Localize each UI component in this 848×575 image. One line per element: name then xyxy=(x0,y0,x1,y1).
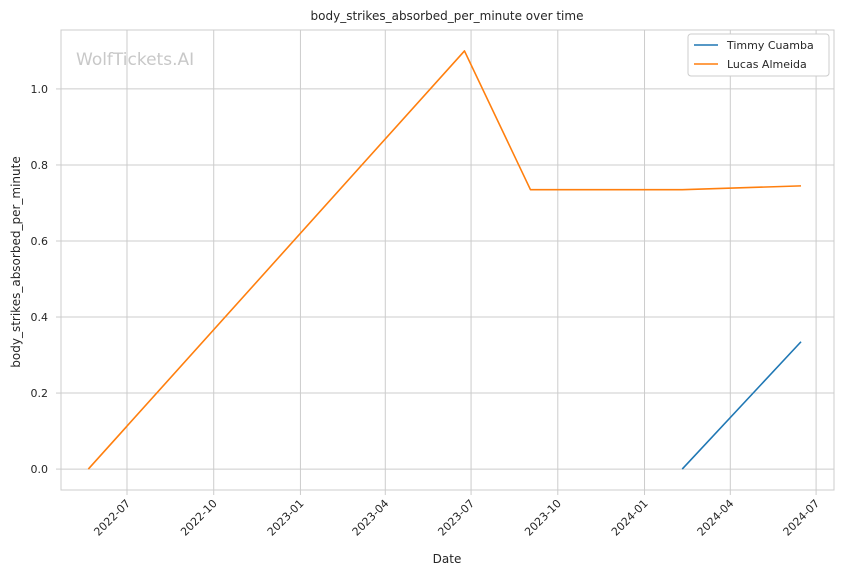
legend: Timmy Cuamba Lucas Almeida xyxy=(687,33,830,77)
legend-label-timmy-cuamba: Timmy Cuamba xyxy=(726,39,814,52)
x-axis-label: Date xyxy=(433,552,462,566)
y-tick-label: 0.0 xyxy=(31,463,49,476)
y-tick-label: 0.4 xyxy=(31,311,49,324)
grid xyxy=(61,30,834,490)
series-line-timmy-cuamba xyxy=(681,341,802,470)
series-line-lucas-almeida xyxy=(87,50,802,470)
y-axis-label: body_strikes_absorbed_per_minute xyxy=(9,156,23,367)
legend-frame xyxy=(687,33,830,77)
y-tick-label: 1.0 xyxy=(31,83,49,96)
watermark: WolfTickets.AI xyxy=(76,50,194,70)
y-tick-label: 0.2 xyxy=(31,387,49,400)
chart-title: body_strikes_absorbed_per_minute over ti… xyxy=(311,9,584,23)
y-tick-label: 0.6 xyxy=(31,235,49,248)
series-lines xyxy=(87,50,802,470)
y-tick-label: 0.8 xyxy=(31,159,49,172)
plot-area-frame xyxy=(60,29,835,491)
legend-label-lucas-almeida: Lucas Almeida xyxy=(727,58,807,71)
y-axis-ticks: 0.0 0.2 0.4 0.6 0.8 1.0 xyxy=(31,83,61,476)
